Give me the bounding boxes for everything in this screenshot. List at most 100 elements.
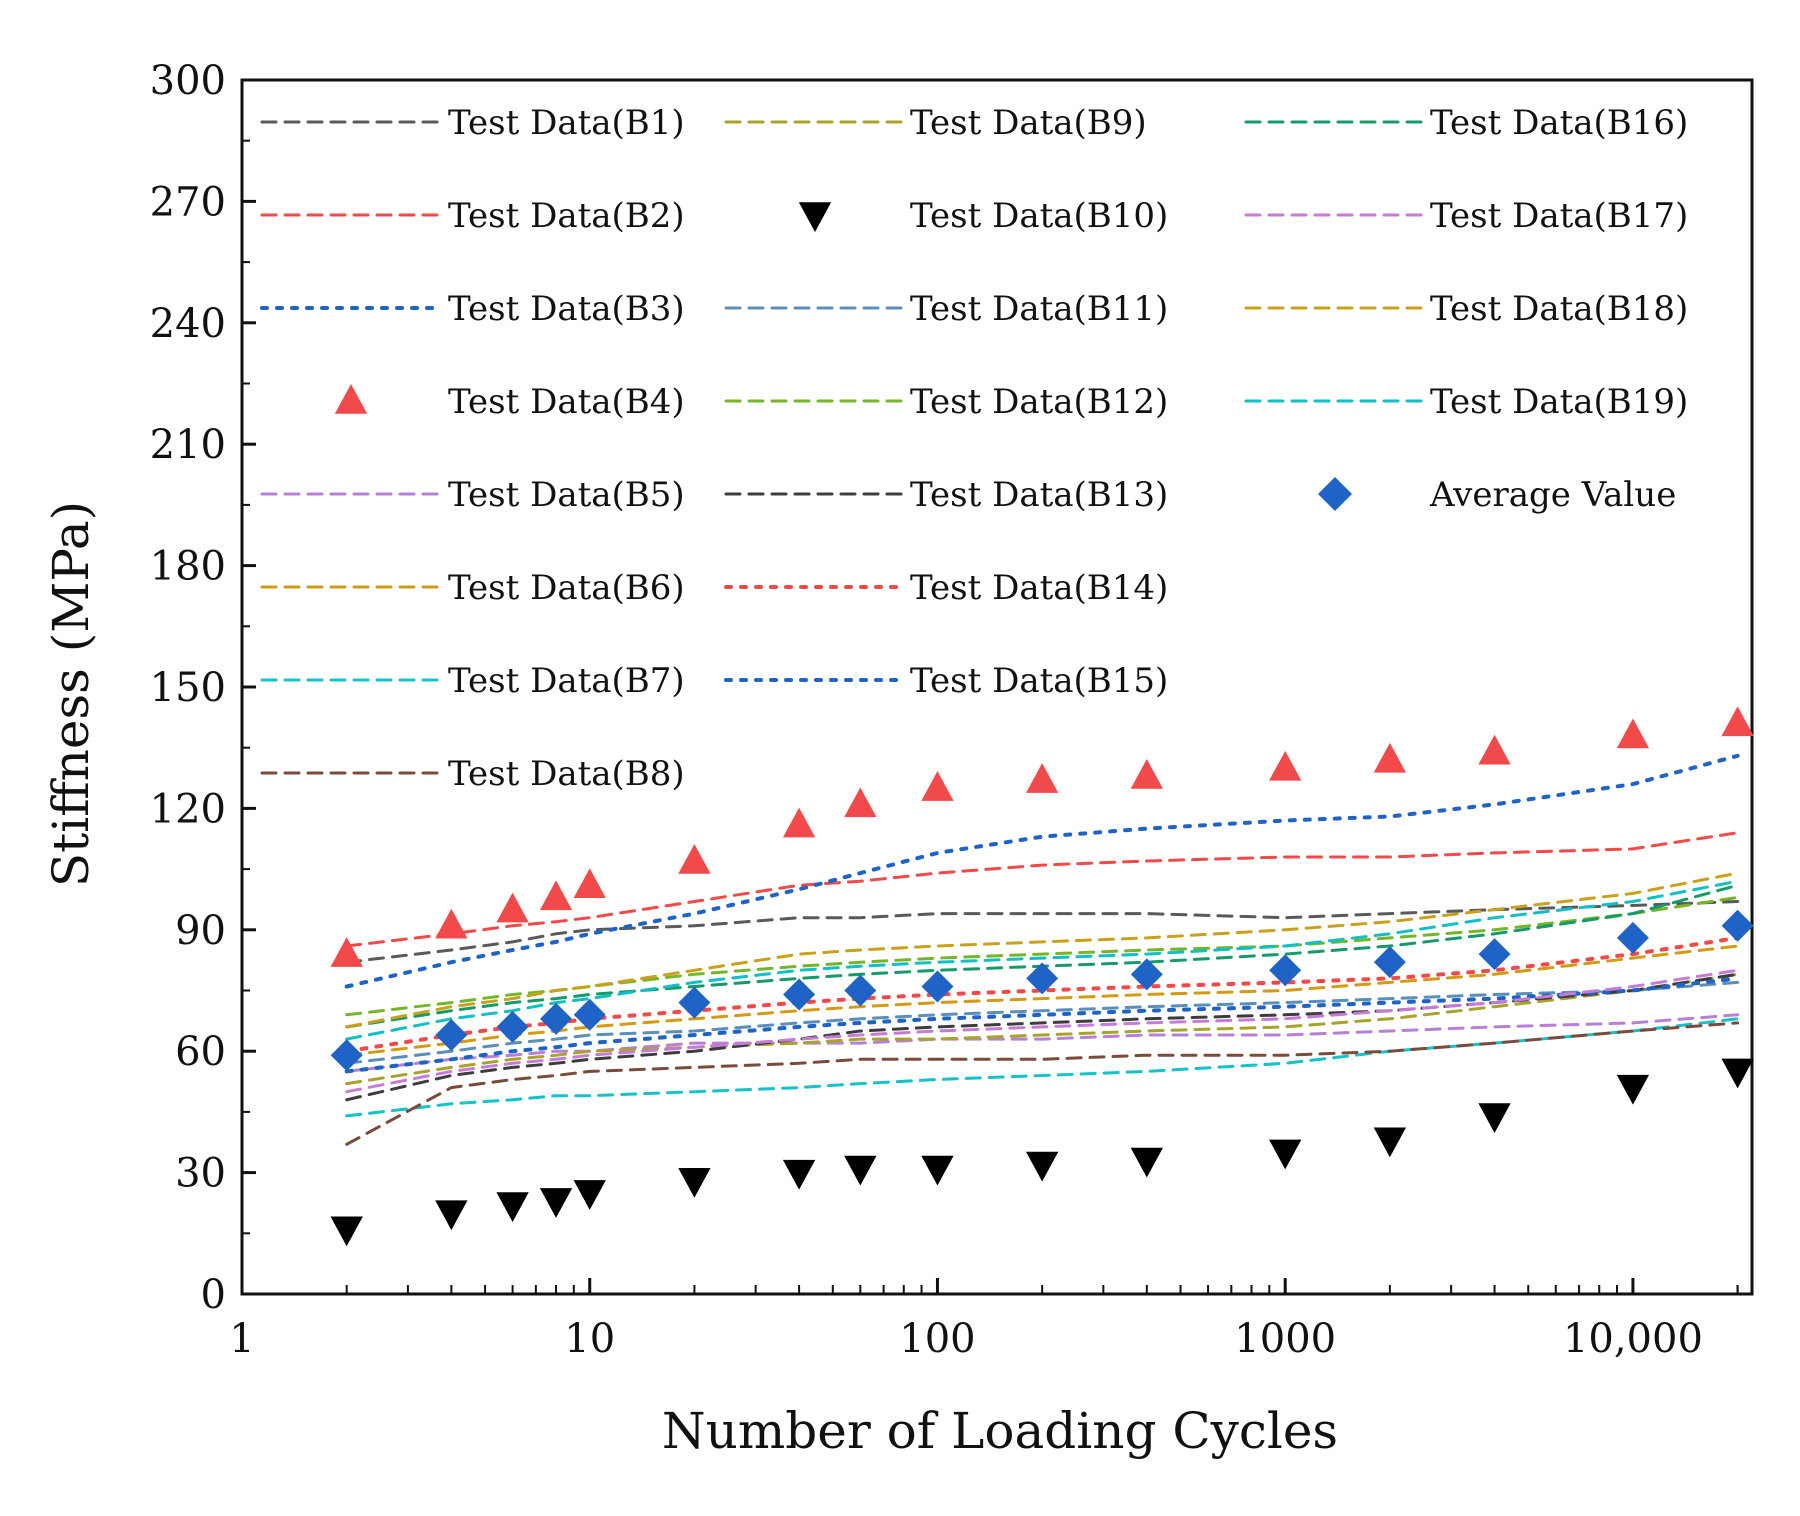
legend-marker-test-data-b4 (334, 384, 368, 414)
y-tick-label: 180 (150, 544, 226, 590)
marker-point-average-value (1130, 958, 1163, 991)
legend-entry-test-data-b7: Test Data(B7) (260, 661, 685, 701)
series-line-test-data-b8 (345, 1021, 1740, 1146)
legend-layer: Test Data(B1) Test Data(B2) Test Data(B3) T… (260, 103, 1688, 794)
legend-entry-test-data-b2: Test Data(B2) (260, 196, 685, 236)
y-tick-label: 150 (150, 665, 226, 711)
marker-point-test-data-b4 (435, 908, 468, 939)
legend-label-test-data-b14: Test Data(B14) (910, 568, 1168, 608)
marker-point-test-data-b4 (573, 868, 606, 899)
marker-point-average-value (1616, 921, 1649, 954)
marker-point-test-data-b10 (1721, 1058, 1754, 1089)
marker-point-test-data-b10 (921, 1155, 954, 1186)
legend-entry-test-data-b9: Test Data(B9) (724, 103, 1147, 143)
y-tick-label: 90 (175, 908, 226, 954)
marker-point-average-value (678, 986, 711, 1019)
marker-point-test-data-b10 (1130, 1147, 1163, 1178)
legend-label-test-data-b4: Test Data(B4) (448, 382, 685, 422)
legend-label-test-data-b16: Test Data(B16) (1430, 103, 1688, 143)
legend-label-test-data-b11: Test Data(B11) (910, 289, 1168, 329)
series-test-data-b5 (345, 1013, 1740, 1073)
marker-point-average-value (573, 998, 606, 1031)
legend-entry-test-data-b14: Test Data(B14) (724, 568, 1168, 608)
x-tick-label: 10,000 (1563, 1316, 1703, 1362)
legend-label-test-data-b18: Test Data(B18) (1430, 289, 1688, 329)
legend-label-test-data-b5: Test Data(B5) (448, 475, 685, 515)
legend-label-test-data-b1: Test Data(B1) (448, 103, 685, 143)
marker-point-test-data-b4 (1478, 734, 1511, 765)
legend-label-test-data-b7: Test Data(B7) (448, 661, 685, 701)
marker-point-average-value (783, 978, 816, 1011)
series-line-test-data-b9 (345, 972, 1740, 1086)
series-line-test-data-b19 (345, 879, 1740, 1041)
marker-point-test-data-b10 (844, 1155, 877, 1186)
x-tick-label: 10 (564, 1316, 615, 1362)
legend-entry-test-data-b17: Test Data(B17) (1244, 196, 1688, 236)
series-line-test-data-b1 (345, 900, 1740, 964)
marker-point-average-value (1721, 909, 1754, 942)
marker-point-average-value (1269, 954, 1302, 987)
marker-point-average-value (435, 1019, 468, 1052)
y-tick-label: 0 (201, 1272, 226, 1318)
series-line-test-data-b3 (344, 753, 1740, 989)
legend-entry-test-data-b3: Test Data(B3) (260, 289, 685, 329)
marker-point-test-data-b10 (435, 1200, 468, 1231)
legend-label-test-data-b12: Test Data(B12) (910, 382, 1168, 422)
legend-label-test-data-b10: Test Data(B10) (910, 196, 1168, 236)
series-line-test-data-b17 (345, 968, 1740, 1094)
marker-point-test-data-b4 (1025, 763, 1059, 793)
series-line-test-data-b2 (345, 831, 1740, 948)
series-test-data-b18 (345, 871, 1740, 1029)
marker-point-test-data-b4 (539, 880, 573, 911)
legend-entry-test-data-b4: Test Data(B4) (334, 382, 685, 422)
marker-point-test-data-b4 (1616, 718, 1650, 749)
marker-point-test-data-b4 (921, 771, 954, 801)
legend-label-test-data-b17: Test Data(B17) (1430, 196, 1688, 236)
legend-label-test-data-b6: Test Data(B6) (448, 568, 685, 608)
y-tick-label: 210 (150, 422, 226, 468)
marker-point-average-value (1373, 946, 1406, 979)
legend-entry-test-data-b12: Test Data(B12) (724, 382, 1168, 422)
series-line-test-data-b6 (345, 944, 1740, 1057)
legend-entry-test-data-b13: Test Data(B13) (724, 475, 1168, 515)
marker-point-test-data-b10 (1269, 1139, 1302, 1170)
series-line-test-data-b13 (345, 972, 1740, 1102)
marker-point-test-data-b10 (539, 1188, 573, 1218)
series-test-data-b4 (330, 706, 1754, 967)
y-tick-label: 270 (150, 179, 226, 225)
y-tick-label: 120 (150, 786, 226, 832)
legend-entry-test-data-b16: Test Data(B16) (1244, 103, 1688, 143)
series-test-data-b8 (345, 1021, 1740, 1146)
marker-point-test-data-b4 (782, 807, 816, 838)
marker-point-test-data-b4 (678, 844, 711, 874)
legend-label-test-data-b13: Test Data(B13) (910, 475, 1168, 515)
marker-point-test-data-b10 (782, 1159, 816, 1190)
marker-point-test-data-b10 (678, 1167, 711, 1198)
legend-label-test-data-b3: Test Data(B3) (448, 289, 685, 329)
series-line-test-data-b18 (345, 871, 1740, 1029)
marker-point-test-data-b4 (1130, 759, 1163, 789)
series-line-test-data-b14 (344, 935, 1740, 1054)
legend-label-average-value: Average Value (1429, 475, 1676, 515)
legend-entry-test-data-b8: Test Data(B8) (260, 754, 685, 794)
axes-layer: 0 30 60 90 120 150 180 210 240 270 300 1 10 100 1000 10… (150, 58, 1754, 1362)
legend-marker-average-value (1318, 477, 1352, 511)
y-tick-label: 60 (175, 1029, 226, 1075)
legend-entry-test-data-b6: Test Data(B6) (260, 568, 685, 608)
y-tick-label: 300 (150, 58, 226, 104)
marker-point-test-data-b4 (1721, 706, 1754, 737)
series-average-value (330, 909, 1754, 1072)
marker-point-test-data-b4 (1373, 742, 1407, 773)
marker-point-average-value (844, 974, 877, 1007)
legend-label-test-data-b9: Test Data(B9) (910, 103, 1147, 143)
marker-point-average-value (540, 1002, 573, 1035)
series-line-test-data-b7 (345, 1017, 1740, 1118)
y-tick-label: 30 (175, 1151, 226, 1197)
legend-entry-average-value: Average Value (1318, 475, 1676, 515)
legend-entry-test-data-b11: Test Data(B11) (724, 289, 1168, 329)
marker-point-test-data-b10 (1373, 1127, 1407, 1158)
legend-entry-test-data-b1: Test Data(B1) (260, 103, 685, 143)
marker-point-test-data-b10 (1616, 1074, 1650, 1105)
